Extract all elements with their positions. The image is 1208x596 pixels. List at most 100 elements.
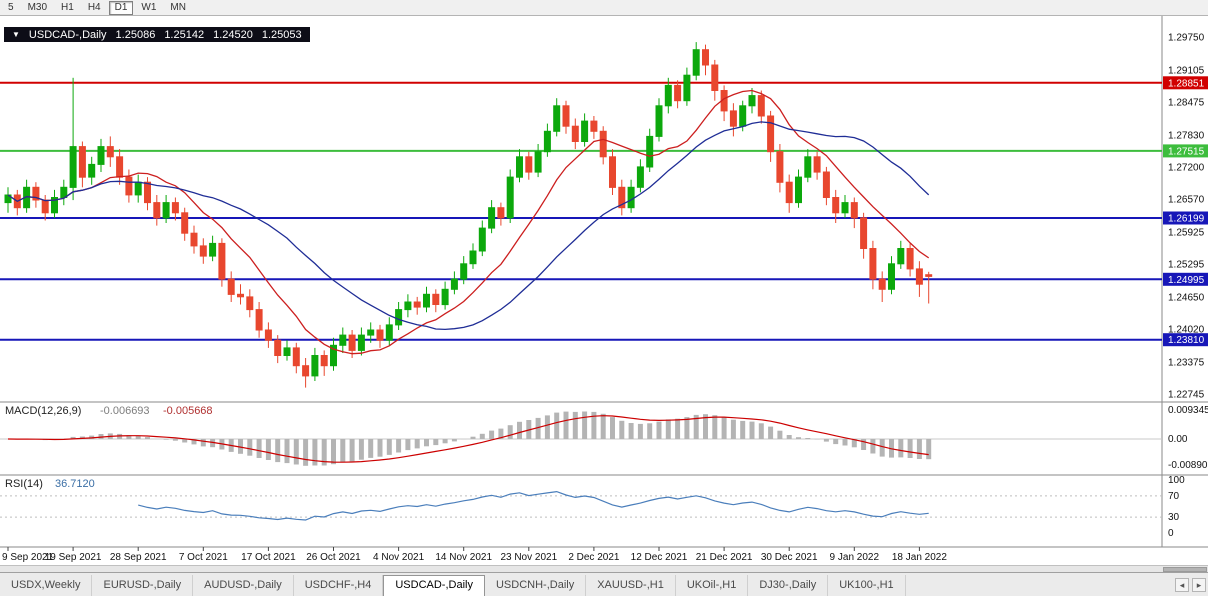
candle	[776, 144, 784, 193]
date-axis-label: 18 Jan 2022	[892, 552, 947, 563]
hscrollbar-thumb[interactable]	[1163, 567, 1207, 572]
candle	[376, 324, 384, 348]
candle	[413, 296, 421, 315]
candle	[144, 177, 151, 211]
candle	[237, 284, 244, 305]
price-axis-label: 1.24650	[1168, 292, 1205, 303]
candle	[553, 98, 561, 137]
candle	[925, 271, 933, 304]
candle	[218, 238, 226, 287]
candle	[60, 179, 68, 206]
price-axis-label: 1.28475	[1168, 98, 1205, 109]
candle	[571, 118, 579, 150]
moving-average-line	[7, 89, 930, 355]
chart-tab-usdcnh-daily[interactable]: USDCNH-,Daily	[485, 575, 587, 596]
candle	[153, 195, 161, 226]
svg-text:1.23810: 1.23810	[1168, 335, 1205, 346]
candle	[609, 149, 616, 195]
candle	[822, 166, 830, 206]
candle	[97, 138, 105, 172]
ohlc-low-value: 1.24520	[213, 28, 253, 41]
rsi-axis-label: 30	[1168, 512, 1180, 523]
moving-average-line	[7, 121, 930, 331]
timeframe-button-5[interactable]: 5	[8, 1, 14, 13]
chart-tab-uk100-h1[interactable]: UK100-,H1	[828, 575, 906, 596]
chart-tab-usdx-weekly[interactable]: USDX,Weekly	[0, 575, 93, 596]
date-axis-label: 14 Nov 2021	[435, 552, 492, 563]
timeframe-button-m30[interactable]: M30	[27, 1, 48, 13]
price-chart[interactable]: 1.29750 1.29105 1.28475 1.27830 1.27200 1.265…	[0, 16, 1208, 565]
date-axis-label: 21 Dec 2021	[696, 552, 753, 563]
candle	[915, 261, 923, 297]
chart-background	[0, 16, 1208, 565]
candle	[748, 88, 756, 114]
collapse-arrow-icon[interactable]: ▼	[12, 29, 20, 39]
date-axis-label: 23 Nov 2021	[500, 552, 557, 563]
candle	[320, 350, 328, 376]
candle	[274, 335, 282, 364]
date-axis-label: 7 Oct 2021	[179, 552, 228, 563]
candle	[795, 169, 802, 208]
date-axis-label: 17 Oct 2021	[241, 552, 296, 563]
candle	[534, 144, 542, 178]
tab-scroll-right-icon[interactable]: ▸	[1192, 578, 1206, 592]
chart-tab-audusd-daily[interactable]: AUDUSD-,Daily	[193, 575, 294, 596]
price-axis-label: 1.26570	[1168, 195, 1205, 206]
candle	[106, 136, 114, 167]
candle	[404, 294, 412, 318]
candle	[655, 98, 663, 142]
price-axis-label: 1.23375	[1168, 357, 1205, 368]
candle	[590, 116, 598, 139]
macd-main-value: -0.006693	[100, 405, 150, 417]
price-axis-label: 1.27200	[1168, 162, 1205, 173]
chart-header: ▼ USDCAD-,Daily 1.25086 1.25142 1.24520 …	[4, 27, 310, 42]
candle	[311, 347, 319, 381]
candle	[581, 113, 589, 147]
chart-tab-usdcad-daily[interactable]: USDCAD-,Daily	[383, 575, 485, 596]
candle	[125, 169, 133, 203]
level-price-tag	[1163, 333, 1208, 347]
rsi-axis-label: 100	[1168, 475, 1185, 486]
date-axis-label: 4 Nov 2021	[373, 552, 425, 563]
candle	[255, 302, 263, 338]
rsi-value: 36.7120	[55, 478, 95, 490]
candle	[850, 197, 858, 229]
candle	[525, 151, 533, 180]
timeframe-button-mn[interactable]: MN	[170, 1, 186, 13]
price-axis-label: 1.25925	[1168, 227, 1205, 238]
price-axis-label: 1.22745	[1168, 390, 1205, 401]
candle	[757, 90, 765, 124]
candle	[841, 195, 849, 218]
chart-tab-dj30-daily[interactable]: DJ30-,Daily	[748, 575, 829, 596]
candle	[878, 271, 886, 302]
chart-tab-usdchf-h4[interactable]: USDCHF-,H4	[294, 575, 384, 596]
rsi-axis-label: 70	[1168, 491, 1180, 502]
candle	[906, 243, 914, 277]
candle	[292, 342, 300, 374]
chart-tab-xauusd-h1[interactable]: XAUUSD-,H1	[586, 575, 676, 596]
price-axis-label: 1.25295	[1168, 260, 1205, 271]
candle	[804, 149, 812, 183]
timeframe-button-d1[interactable]: D1	[108, 0, 134, 15]
chart-area: 1.29750 1.29105 1.28475 1.27830 1.27200 1.265…	[0, 16, 1208, 565]
timeframe-button-h1[interactable]: H1	[61, 1, 74, 13]
candle	[190, 225, 198, 254]
candle	[69, 77, 77, 201]
chart-hscrollbar[interactable]	[0, 565, 1208, 572]
candle	[357, 327, 365, 356]
candle	[488, 200, 496, 234]
chart-tab-eurusd-daily[interactable]: EURUSD-,Daily	[92, 575, 194, 596]
candle	[423, 286, 430, 313]
price-axis-label: 1.27830	[1168, 130, 1205, 141]
timeframe-button-w1[interactable]: W1	[141, 1, 157, 13]
timeframe-button-h4[interactable]: H4	[87, 1, 101, 13]
tab-scroll-buttons: ◂ ▸	[1175, 578, 1206, 592]
candlestick-series	[4, 42, 933, 388]
date-axis-label: 12 Dec 2021	[631, 552, 688, 563]
timeframe-toolbar: 5 M30 H1 H4 D1 W1 MN	[0, 0, 1208, 16]
level-price-tag	[1163, 211, 1208, 225]
candle	[209, 235, 217, 262]
tab-scroll-left-icon[interactable]: ◂	[1175, 578, 1189, 592]
chart-tab-ukoil-h1[interactable]: UKOil-,H1	[676, 575, 749, 596]
